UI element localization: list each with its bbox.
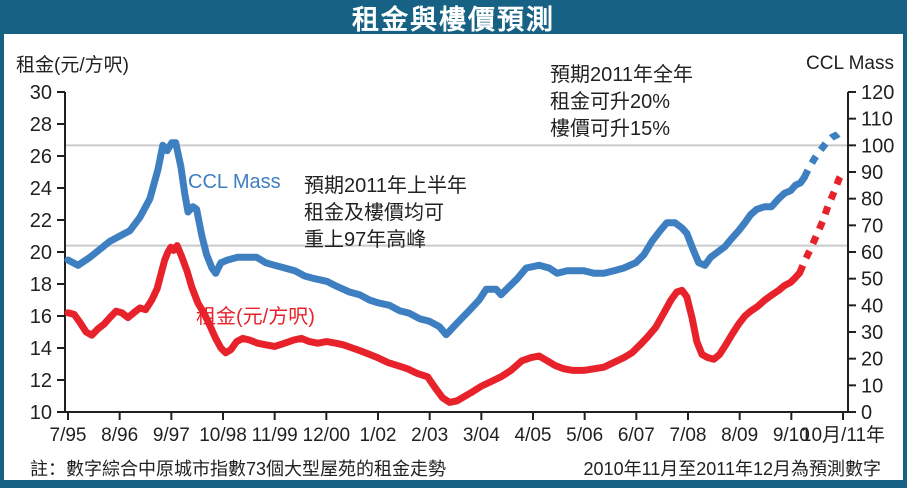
left-axis-title: 租金(元/方呎) xyxy=(16,55,129,76)
left-axis-tick-label: 22 xyxy=(30,210,52,232)
ccl-forecast-line xyxy=(801,126,846,179)
x-axis-tick-label: 3/04 xyxy=(463,425,500,446)
right-axis-tick-label: 60 xyxy=(861,242,883,264)
x-axis-tick-label: 9/97 xyxy=(153,425,190,446)
x-axis-tick-label: 4/05 xyxy=(515,425,552,446)
left-axis-tick-label: 28 xyxy=(30,114,52,136)
right-axis-tick-label: 50 xyxy=(861,269,883,291)
left-axis-tick-label: 12 xyxy=(30,370,52,392)
left-axis-tick-label: 30 xyxy=(30,82,52,104)
right-axis-tick-label: 90 xyxy=(861,162,883,184)
ccl-series-label: CCL Mass xyxy=(188,171,281,193)
left-axis-tick-label: 18 xyxy=(30,274,52,296)
chart-panel xyxy=(4,34,903,480)
x-axis-tick-label: 7/95 xyxy=(50,425,87,446)
x-axis-tick-label: 1/02 xyxy=(360,425,397,446)
x-axis-tick-label: 2/03 xyxy=(411,425,448,446)
page-title: 租金與樓價預測 xyxy=(352,4,555,35)
annotation-line: 租金及樓價均可 xyxy=(304,202,444,224)
annotation-line: 預期2011年全年 xyxy=(550,64,694,86)
right-axis-tick-label: 70 xyxy=(861,215,883,237)
right-axis-tick-label: 110 xyxy=(861,109,893,131)
right-axis-tick-label: 40 xyxy=(861,295,883,317)
right-axis-tick-label: 10 xyxy=(861,375,883,397)
x-axis-tick-label: 5/06 xyxy=(566,425,603,446)
left-axis-tick-label: 26 xyxy=(30,146,52,168)
x-axis-tick-label: 6/07 xyxy=(618,425,655,446)
right-axis-tick-label: 120 xyxy=(861,82,894,104)
title-banner: 租金與樓價預測 xyxy=(0,0,907,35)
right-axis-tick-label: 20 xyxy=(861,349,883,371)
x-axis-tick-label: 8/09 xyxy=(721,425,758,446)
rent-series-label: 租金(元/方呎) xyxy=(196,306,315,328)
x-axis-tick-label: 10月/11年 xyxy=(801,424,885,446)
left-axis-tick-label: 16 xyxy=(30,306,52,328)
right-axis-tick-label: 30 xyxy=(861,322,883,344)
right-axis-tick-label: 80 xyxy=(861,189,883,211)
left-axis-tick-label: 14 xyxy=(30,338,52,360)
rent-line xyxy=(64,242,804,406)
rent-forecast-line xyxy=(796,170,847,275)
footnote-forecast: 2010年11月至2011年12月為預測數字 xyxy=(583,459,881,479)
annotation-line: 預期2011年上半年 xyxy=(304,175,468,197)
x-axis-tick-label: 7/08 xyxy=(670,425,707,446)
annotation-line: 樓價可升15% xyxy=(550,118,671,140)
annotation-half-year: 預期2011年上半年 租金及樓價均可 重上97年高峰 xyxy=(304,173,467,254)
x-axis-tick-label: 12/00 xyxy=(303,425,351,446)
right-axis-title: CCL Mass xyxy=(806,53,894,74)
left-axis-tick-label: 10 xyxy=(30,402,52,424)
x-axis-tick-label: 9/10 xyxy=(773,425,810,446)
right-axis-tick-label: 0 xyxy=(861,402,872,424)
footnote-source: 註：數字綜合中原城市指數73個大型屋苑的租金走勢 xyxy=(30,459,447,479)
annotation-line: 租金可升20% xyxy=(550,91,671,113)
right-axis-tick-label: 100 xyxy=(861,135,894,157)
left-axis-tick-label: 24 xyxy=(30,178,52,200)
annotation-line: 重上97年高峰 xyxy=(304,229,427,251)
x-axis-tick-label: 11/99 xyxy=(252,425,298,446)
x-axis-tick-label: 8/96 xyxy=(101,425,138,446)
left-axis-tick-label: 20 xyxy=(30,242,52,264)
annotation-full-year: 預期2011年全年 租金可升20% 樓價可升15% xyxy=(550,62,693,143)
ccl-line xyxy=(64,139,808,339)
x-axis-tick-label: 10/98 xyxy=(199,425,247,446)
